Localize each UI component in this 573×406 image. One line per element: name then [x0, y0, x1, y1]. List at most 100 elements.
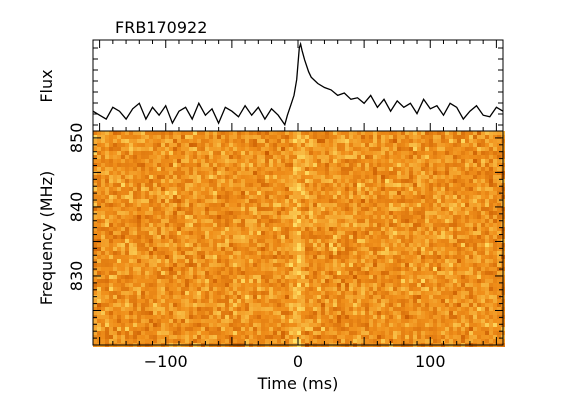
heatmap-cell — [125, 267, 129, 271]
heatmap-cell — [461, 251, 465, 255]
heatmap-cell — [237, 287, 241, 291]
heatmap-cell — [349, 255, 353, 259]
heatmap-cell — [297, 203, 301, 207]
heatmap-cell — [341, 139, 345, 143]
heatmap-cell — [301, 147, 305, 151]
heatmap-cell — [261, 219, 265, 223]
heatmap-cell — [425, 187, 429, 191]
heatmap-cell — [313, 223, 317, 227]
heatmap-cell — [433, 179, 437, 183]
heatmap-cell — [289, 207, 293, 211]
heatmap-cell — [369, 303, 373, 307]
heatmap-cell — [333, 303, 337, 307]
heatmap-cell — [201, 275, 205, 279]
heatmap-cell — [369, 199, 373, 203]
heatmap-cell — [105, 139, 109, 143]
heatmap-cell — [361, 135, 365, 139]
heatmap-cell — [213, 251, 217, 255]
heatmap-cell — [421, 171, 425, 175]
heatmap-cell — [373, 307, 377, 311]
heatmap-cell — [285, 235, 289, 239]
heatmap-cell — [385, 183, 389, 187]
heatmap-cell — [209, 247, 213, 251]
heatmap-cell — [93, 151, 97, 155]
heatmap-cell — [417, 191, 421, 195]
heatmap-cell — [281, 139, 285, 143]
heatmap-cell — [93, 255, 97, 259]
heatmap-cell — [461, 239, 465, 243]
heatmap-cell — [217, 215, 221, 219]
heatmap-cell — [409, 167, 413, 171]
heatmap-cell — [161, 291, 165, 295]
heatmap-cell — [273, 303, 277, 307]
heatmap-cell — [101, 239, 105, 243]
heatmap-cell — [337, 315, 341, 319]
heatmap-cell — [441, 223, 445, 227]
heatmap-cell — [269, 211, 273, 215]
heatmap-cell — [237, 299, 241, 303]
heatmap-cell — [193, 231, 197, 235]
heatmap-cell — [361, 271, 365, 275]
heatmap-cell — [133, 259, 137, 263]
heatmap-cell — [125, 247, 129, 251]
heatmap-cell — [113, 315, 117, 319]
heatmap-cell — [453, 243, 457, 247]
heatmap-cell — [493, 131, 497, 135]
heatmap-cell — [381, 299, 385, 303]
heatmap-cell — [117, 203, 121, 207]
heatmap-cell — [185, 131, 189, 135]
heatmap-cell — [421, 303, 425, 307]
heatmap-cell — [477, 163, 481, 167]
heatmap-cell — [473, 239, 477, 243]
heatmap-cell — [277, 239, 281, 243]
heatmap-cell — [361, 311, 365, 315]
heatmap-cell — [405, 155, 409, 159]
heatmap-cell — [381, 163, 385, 167]
heatmap-cell — [221, 195, 225, 199]
heatmap-cell — [237, 223, 241, 227]
heatmap-cell — [345, 135, 349, 139]
heatmap-cell — [237, 191, 241, 195]
heatmap-cell — [249, 307, 253, 311]
heatmap-cell — [429, 255, 433, 259]
heatmap-cell — [161, 279, 165, 283]
heatmap-cell — [321, 267, 325, 271]
heatmap-cell — [217, 135, 221, 139]
heatmap-cell — [245, 135, 249, 139]
heatmap-cell — [265, 159, 269, 163]
heatmap-cell — [485, 227, 489, 231]
heatmap-cell — [333, 171, 337, 175]
heatmap-cell — [133, 235, 137, 239]
heatmap-cell — [489, 187, 493, 191]
heatmap-cell — [449, 143, 453, 147]
heatmap-cell — [237, 207, 241, 211]
heatmap-cell — [173, 295, 177, 299]
heatmap-cell — [265, 275, 269, 279]
heatmap-cell — [225, 183, 229, 187]
heatmap-cell — [357, 135, 361, 139]
heatmap-cell — [437, 183, 441, 187]
heatmap-cell — [313, 227, 317, 231]
heatmap-cell — [93, 243, 97, 247]
heatmap-cell — [297, 219, 301, 223]
heatmap-cell — [189, 139, 193, 143]
heatmap-cell — [457, 243, 461, 247]
heatmap-cell — [129, 143, 133, 147]
heatmap-cell — [497, 211, 501, 215]
heatmap-cell — [265, 203, 269, 207]
heatmap-cell — [281, 279, 285, 283]
heatmap-cell — [281, 271, 285, 275]
heatmap-cell — [249, 199, 253, 203]
heatmap-cell — [393, 235, 397, 239]
heatmap-cell — [433, 279, 437, 283]
heatmap-cell — [221, 307, 225, 311]
heatmap-cell — [493, 243, 497, 247]
heatmap-cell — [413, 295, 417, 299]
heatmap-cell — [153, 223, 157, 227]
heatmap-cell — [129, 171, 133, 175]
heatmap-cell — [153, 155, 157, 159]
heatmap-cell — [365, 131, 369, 135]
heatmap-cell — [225, 187, 229, 191]
heatmap-cell — [369, 159, 373, 163]
heatmap-cell — [237, 275, 241, 279]
